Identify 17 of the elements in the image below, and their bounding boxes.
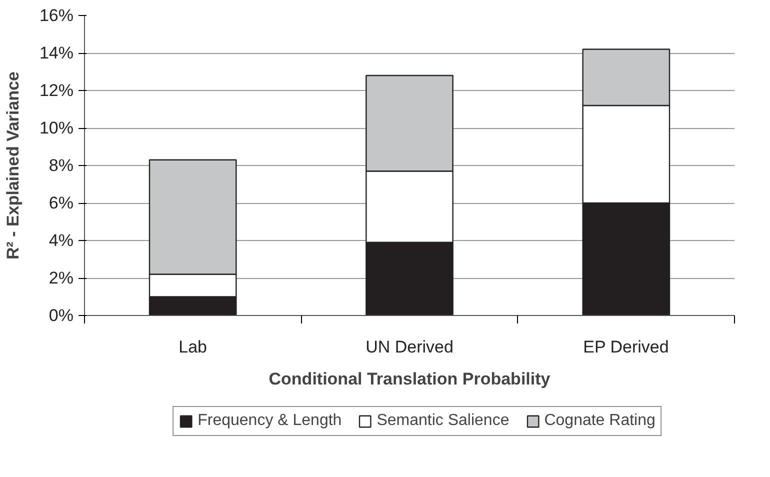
y-tick-label: 16% bbox=[39, 6, 74, 25]
x-tick-label: UN Derived bbox=[366, 338, 454, 356]
y-tick-label: 0% bbox=[48, 306, 74, 325]
y-tick-label: 8% bbox=[48, 156, 74, 175]
y-tick-label: 2% bbox=[48, 268, 74, 288]
x-tick-label: Lab bbox=[178, 338, 208, 356]
legend-label: Frequency & Length bbox=[198, 412, 342, 430]
y-axis-title: R² - Explained Variance bbox=[3, 71, 22, 260]
legend-label: Semantic Salience bbox=[376, 412, 510, 430]
y-tick-label: 4% bbox=[48, 231, 74, 250]
x-tick-label: EP Derived bbox=[583, 338, 669, 356]
legend-label: Cognate Rating bbox=[544, 412, 656, 430]
y-tick-label: 12% bbox=[39, 81, 74, 100]
y-tick-label: 10% bbox=[39, 118, 74, 138]
y-tick-label: 6% bbox=[48, 194, 74, 212]
x-axis-title: Conditional Translation Probability bbox=[268, 370, 551, 388]
y-tick-label: 14% bbox=[39, 44, 74, 62]
